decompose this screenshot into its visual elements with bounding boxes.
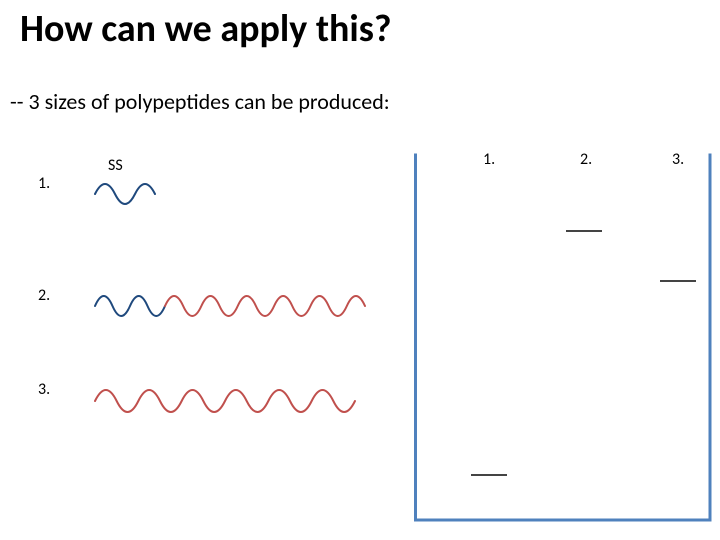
col-label-1: 1. bbox=[483, 150, 495, 169]
slide-root: How can we apply this? -- 3 sizes of pol… bbox=[0, 0, 720, 540]
row-label-3: 3. bbox=[38, 380, 50, 399]
row-label-1: 1. bbox=[38, 174, 50, 193]
gel-band-2 bbox=[566, 230, 602, 232]
col-label-2: 2. bbox=[580, 150, 592, 169]
ss-label: SS bbox=[108, 156, 123, 175]
wave-row2-seg2 bbox=[165, 294, 365, 318]
row-label-2: 2. bbox=[38, 286, 50, 305]
col-label-3: 3. bbox=[672, 150, 684, 169]
gel-band-1 bbox=[471, 474, 507, 476]
wave-row3-seg1 bbox=[95, 388, 355, 414]
gel-lane-box bbox=[414, 152, 713, 523]
wave-row2-seg1 bbox=[95, 294, 165, 318]
slide-subtext: -- 3 sizes of polypeptides can be produc… bbox=[10, 88, 390, 115]
wave-row1-seg1 bbox=[95, 182, 155, 206]
gel-band-3 bbox=[660, 280, 696, 282]
slide-title: How can we apply this? bbox=[20, 6, 392, 52]
